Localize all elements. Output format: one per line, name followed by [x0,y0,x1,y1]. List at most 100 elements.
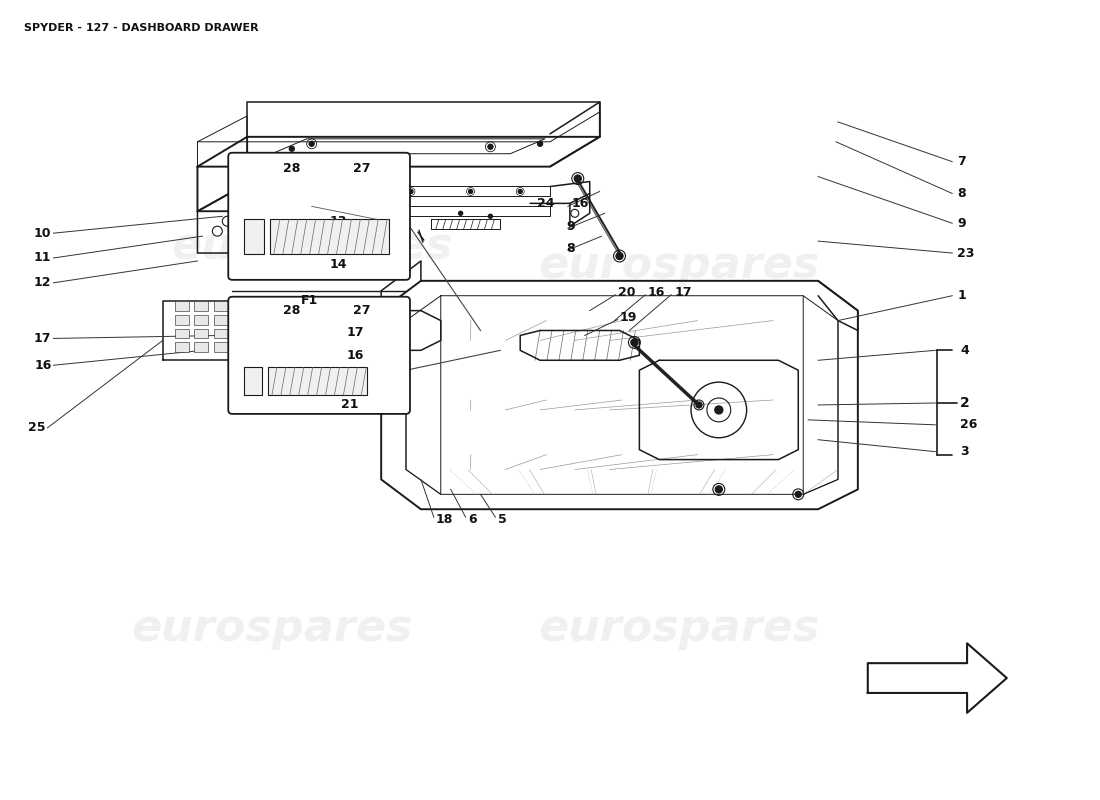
Text: F1: F1 [301,294,318,307]
FancyBboxPatch shape [254,301,268,310]
Text: 9: 9 [957,217,966,230]
FancyBboxPatch shape [254,342,268,352]
Text: 21: 21 [341,398,359,411]
Text: 2: 2 [960,396,970,410]
Circle shape [488,144,493,150]
FancyBboxPatch shape [175,342,188,352]
Text: 10: 10 [34,226,52,240]
Text: 8: 8 [565,242,574,254]
Text: 8: 8 [957,187,966,200]
Text: 26: 26 [960,418,978,431]
Text: 17: 17 [34,332,52,345]
Circle shape [279,190,284,194]
Circle shape [574,175,581,182]
Text: eurospares: eurospares [538,245,820,287]
Text: 23: 23 [957,246,975,259]
Text: 14: 14 [330,258,346,271]
Text: 1: 1 [957,290,966,302]
Text: SPYDER - 127 - DASHBOARD DRAWER: SPYDER - 127 - DASHBOARD DRAWER [24,22,258,33]
Circle shape [398,327,404,334]
Text: 18: 18 [436,513,453,526]
Circle shape [340,214,343,218]
FancyBboxPatch shape [229,153,410,280]
Text: 25: 25 [28,422,45,434]
Circle shape [317,328,322,333]
Text: 17: 17 [674,286,692,299]
Text: 16: 16 [647,286,664,299]
Circle shape [538,142,542,146]
FancyBboxPatch shape [214,342,229,352]
Text: 9: 9 [565,220,574,233]
FancyBboxPatch shape [244,367,262,395]
Circle shape [518,190,522,194]
Text: 19: 19 [619,311,637,324]
FancyBboxPatch shape [244,219,264,254]
Circle shape [399,220,403,224]
Text: 3: 3 [960,445,969,458]
Text: 28: 28 [283,304,300,317]
Circle shape [631,339,638,346]
FancyBboxPatch shape [175,301,188,310]
Circle shape [696,402,702,408]
Circle shape [488,214,493,218]
Text: 28: 28 [283,162,300,175]
Text: 16: 16 [346,349,364,362]
FancyBboxPatch shape [195,342,208,352]
FancyBboxPatch shape [254,329,268,338]
Circle shape [317,308,322,313]
FancyBboxPatch shape [214,301,229,310]
Text: eurospares: eurospares [131,607,412,650]
FancyBboxPatch shape [234,301,249,310]
Circle shape [309,142,315,146]
Text: 12: 12 [34,276,52,290]
FancyBboxPatch shape [274,342,288,352]
Text: eurospares: eurospares [538,607,820,650]
FancyBboxPatch shape [195,329,208,338]
FancyBboxPatch shape [294,329,308,338]
Polygon shape [868,643,1007,713]
Text: 20: 20 [617,286,635,299]
FancyBboxPatch shape [214,314,229,325]
Circle shape [459,211,463,215]
Text: 5: 5 [498,513,507,526]
FancyBboxPatch shape [254,314,268,325]
Circle shape [715,406,723,414]
Text: 6: 6 [469,513,477,526]
Circle shape [340,190,343,194]
Text: 27: 27 [353,304,370,317]
Circle shape [310,211,314,215]
Text: 22: 22 [346,372,364,385]
FancyBboxPatch shape [268,367,367,395]
Circle shape [255,234,258,238]
Circle shape [409,190,412,194]
FancyBboxPatch shape [234,314,249,325]
FancyBboxPatch shape [234,329,249,338]
Circle shape [370,218,373,222]
Circle shape [469,190,473,194]
Circle shape [795,491,801,498]
Text: eurospares: eurospares [170,225,452,267]
FancyBboxPatch shape [294,342,308,352]
FancyBboxPatch shape [175,314,188,325]
FancyBboxPatch shape [294,301,308,310]
Circle shape [616,253,623,259]
FancyBboxPatch shape [274,329,288,338]
Text: 16: 16 [34,358,52,372]
FancyBboxPatch shape [234,342,249,352]
FancyBboxPatch shape [274,314,288,325]
Text: 13: 13 [330,214,346,228]
Text: 11: 11 [34,251,52,265]
FancyBboxPatch shape [274,301,288,310]
Circle shape [715,486,723,493]
Text: 27: 27 [353,162,370,175]
FancyBboxPatch shape [270,219,389,254]
Text: 16: 16 [572,197,590,210]
FancyBboxPatch shape [195,314,208,325]
Circle shape [317,346,322,351]
Text: 7: 7 [957,155,966,168]
Text: 4: 4 [960,344,969,357]
FancyBboxPatch shape [195,301,208,310]
FancyBboxPatch shape [214,329,229,338]
FancyBboxPatch shape [294,314,308,325]
Text: 24: 24 [538,197,556,210]
